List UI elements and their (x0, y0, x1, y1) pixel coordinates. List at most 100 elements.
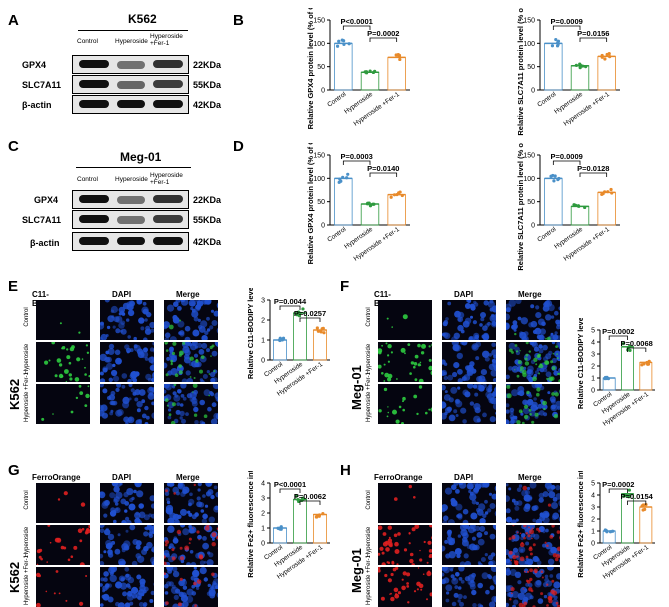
data-point (346, 173, 349, 176)
data-point (601, 54, 604, 57)
kda-label: 22KDa (193, 195, 221, 205)
data-point (345, 176, 348, 179)
micrograph-image (100, 300, 154, 340)
lane-label: Hyperoside (115, 176, 148, 183)
p-value-label: P=0.0002 (602, 327, 634, 336)
micrograph-image (442, 300, 496, 340)
kda-label: 22KDa (193, 60, 221, 70)
x-tick-label: Hyperoside +Fer-1 (353, 91, 402, 128)
row-label: SLC7A11 (22, 80, 61, 90)
y-tick-label: 4 (591, 340, 595, 347)
bar (571, 66, 589, 90)
cell-line-label: K562 (7, 379, 22, 410)
x-tick-label: Control (536, 226, 558, 244)
data-point (556, 178, 559, 181)
data-point (373, 70, 376, 73)
p-value-label: P=0.0002 (367, 29, 399, 38)
bar (361, 72, 379, 90)
y-tick-label: 0 (261, 541, 265, 548)
data-point (603, 57, 606, 60)
data-point (339, 180, 342, 183)
y-tick-label: 0 (321, 88, 325, 95)
data-point (643, 508, 646, 511)
y-tick-label: 0 (591, 541, 595, 548)
data-point (609, 188, 612, 191)
micro-column-header: DAPI (454, 473, 473, 482)
micrograph-image (506, 525, 560, 565)
data-point (577, 204, 580, 207)
micrograph-image (378, 384, 432, 424)
kda-label: 55KDa (193, 215, 221, 225)
bar (313, 330, 326, 360)
x-tick-label: Hyperoside +Fer-1 (563, 226, 612, 263)
bar (640, 507, 652, 543)
data-point (390, 196, 393, 199)
micrograph-image (100, 525, 154, 565)
data-point (641, 504, 644, 507)
micro-column-header: DAPI (454, 290, 473, 299)
y-tick-label: 0 (531, 223, 535, 230)
micrograph-image (442, 567, 496, 607)
y-axis-label: Relative GPX4 protein level (% of Contro… (306, 143, 315, 264)
data-point (278, 338, 281, 341)
data-point (336, 45, 339, 48)
data-point (369, 204, 372, 207)
micrograph-image (164, 483, 218, 523)
y-axis-label: Relative C11-BODIPY levels (576, 318, 585, 409)
y-tick-label: 2 (261, 318, 265, 325)
micrograph-image (36, 384, 90, 424)
micro-row-label: Control (24, 296, 30, 338)
data-point (365, 70, 368, 73)
micrograph-image (36, 483, 90, 523)
y-tick-label: 3 (591, 505, 595, 512)
data-point (395, 193, 398, 196)
row-label: GPX4 (34, 195, 58, 205)
data-point (337, 40, 340, 43)
y-tick-label: 0 (531, 88, 535, 95)
data-point (557, 43, 560, 46)
blot-strip (72, 75, 189, 94)
micrograph-image (164, 342, 218, 382)
blot-title: K562 (128, 12, 157, 26)
data-point (369, 70, 372, 73)
y-tick-label: 2 (591, 364, 595, 371)
y-tick-label: 150 (523, 153, 535, 160)
significance-bracket (580, 173, 607, 177)
bar (640, 362, 652, 390)
significance-bracket (343, 161, 370, 165)
p-value-label: P=0.0062 (294, 492, 326, 501)
significance-bracket (300, 318, 320, 322)
significance-bracket (580, 38, 607, 42)
x-tick-label: Control (326, 226, 348, 244)
data-point (366, 202, 369, 205)
data-point (321, 512, 324, 515)
micrograph-image (36, 342, 90, 382)
x-tick-label: Control (326, 91, 348, 109)
y-tick-label: 1 (591, 376, 595, 383)
micrograph-image (164, 384, 218, 424)
blot-strip (72, 232, 189, 251)
micro-column-header: Merge (176, 473, 200, 482)
significance-bracket (370, 173, 397, 177)
micrograph-image (36, 300, 90, 340)
p-value-label: P=0.0068 (621, 339, 653, 348)
data-point (554, 174, 557, 177)
blot-strip (72, 55, 189, 74)
y-tick-label: 5 (591, 481, 595, 488)
y-tick-label: 0 (321, 223, 325, 230)
row-label: β-actin (30, 238, 60, 248)
y-tick-label: 2 (261, 511, 265, 518)
data-point (551, 44, 554, 47)
p-value-label: P=0.0009 (551, 17, 583, 26)
p-value-label: P=0.0002 (602, 480, 634, 489)
y-tick-label: 100 (313, 41, 325, 48)
data-point (318, 513, 321, 516)
y-tick-label: 0 (261, 358, 265, 365)
data-point (642, 362, 645, 365)
p-value-label: P=0.0003 (341, 152, 373, 161)
y-tick-label: 4 (261, 481, 265, 488)
y-tick-label: 100 (313, 176, 325, 183)
